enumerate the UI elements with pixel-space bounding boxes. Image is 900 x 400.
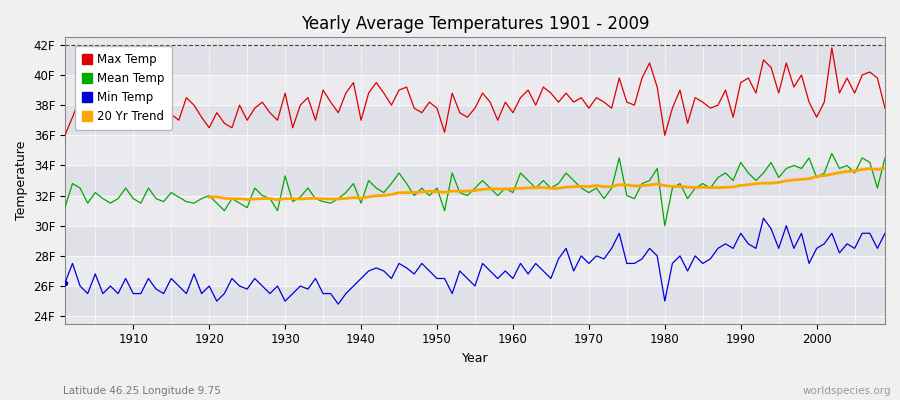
X-axis label: Year: Year — [462, 352, 489, 365]
Bar — [65, 105, 885, 135]
Text: Latitude 46.25 Longitude 9.75: Latitude 46.25 Longitude 9.75 — [63, 386, 220, 396]
Title: Yearly Average Temperatures 1901 - 2009: Yearly Average Temperatures 1901 - 2009 — [301, 15, 649, 33]
Legend: Max Temp, Mean Temp, Min Temp, 20 Yr Trend: Max Temp, Mean Temp, Min Temp, 20 Yr Tre… — [75, 46, 172, 130]
Bar — [65, 226, 885, 256]
Bar — [65, 196, 885, 226]
Bar — [65, 75, 885, 105]
Bar — [65, 166, 885, 196]
Bar — [65, 135, 885, 166]
Bar — [65, 256, 885, 286]
Y-axis label: Temperature: Temperature — [15, 141, 28, 220]
Text: worldspecies.org: worldspecies.org — [803, 386, 891, 396]
Bar — [65, 286, 885, 316]
Bar — [65, 45, 885, 75]
